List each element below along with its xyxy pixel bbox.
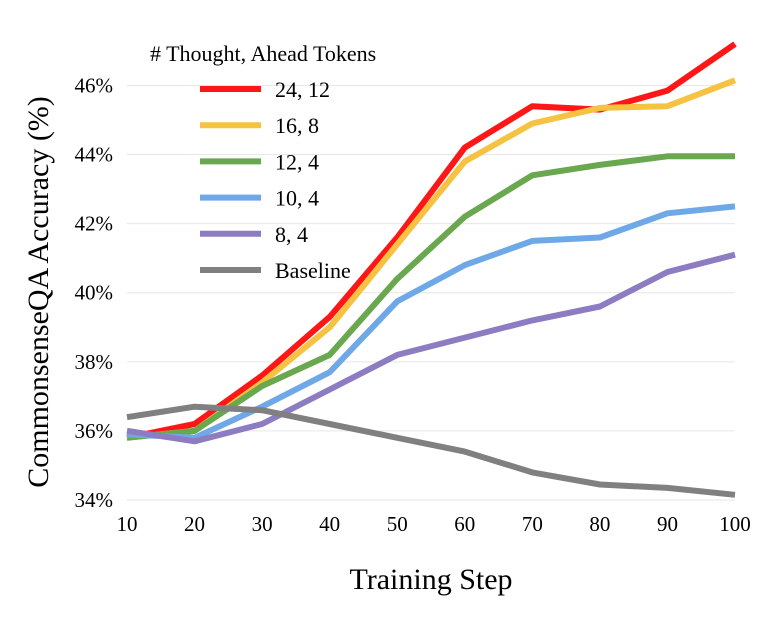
series-group: [126, 41, 737, 498]
x-axis-title: Training Step: [349, 563, 512, 596]
y-tick-label: 44%: [75, 143, 114, 167]
x-tick-label: 40: [319, 512, 340, 536]
y-tick-label: 46%: [75, 73, 114, 97]
y-axis-title: CommonsenseQA Accuracy (%): [22, 96, 55, 488]
legend-label-4: 8, 4: [275, 222, 308, 247]
y-tick-label: 38%: [75, 350, 114, 374]
y-tick-label: 42%: [75, 212, 114, 236]
x-tick-label: 60: [454, 512, 475, 536]
legend: # Thought, Ahead Tokens 24, 12 16, 8 12, 4…: [150, 41, 376, 283]
legend-label-3: 10, 4: [275, 186, 319, 211]
y-tick-label: 36%: [75, 419, 114, 443]
x-tick-label: 50: [387, 512, 408, 536]
series-line-1: [126, 77, 737, 441]
legend-label-1: 16, 8: [275, 113, 319, 138]
y-tick-label: 40%: [75, 281, 114, 305]
legend-title: # Thought, Ahead Tokens: [150, 41, 376, 66]
y-tick-label: 34%: [75, 488, 114, 512]
legend-label-0: 24, 12: [275, 77, 330, 102]
legend-label-2: 12, 4: [275, 149, 319, 174]
x-tick-label: 10: [117, 512, 138, 536]
x-tick-label: 30: [252, 512, 273, 536]
x-tick-label: 100: [719, 512, 751, 536]
y-axis-ticks: 34% 36% 38% 40% 42% 44% 46%: [75, 73, 114, 512]
x-axis-ticks: 10 20 30 40 50 60 70 80 90 100: [117, 512, 751, 536]
series-line-0: [126, 41, 737, 441]
x-tick-label: 90: [657, 512, 678, 536]
legend-label-5: Baseline: [275, 258, 351, 283]
series-line-3: [126, 203, 736, 441]
x-tick-label: 20: [184, 512, 205, 536]
series-line-4: [126, 251, 736, 445]
x-tick-label: 70: [522, 512, 543, 536]
series-line-5: [126, 403, 736, 498]
x-tick-label: 80: [589, 512, 610, 536]
